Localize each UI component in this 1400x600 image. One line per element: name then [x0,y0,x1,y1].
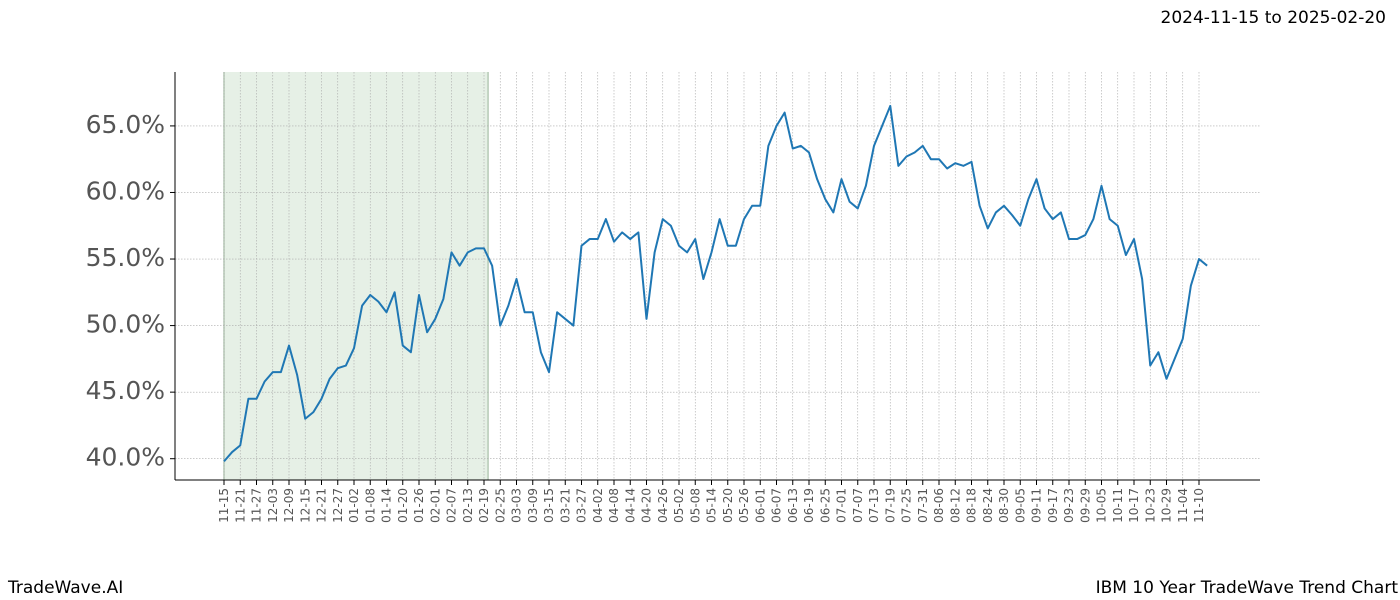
chart-title: 2024-11-15 to 2025-02-20 [1161,8,1386,28]
x-tick-label: 10-29 [1160,488,1174,523]
x-tick-label: 02-01 [428,488,442,523]
x-tick-label: 02-07 [445,488,459,523]
x-tick-label: 07-13 [867,488,881,523]
x-tick-label: 07-07 [851,488,865,523]
x-tick-label: 12-21 [315,488,329,523]
x-tick-label: 06-19 [802,488,816,523]
x-tick-label: 07-01 [835,488,849,523]
x-tick-label: 03-27 [575,488,589,523]
x-tick-label: 11-27 [250,488,264,523]
x-tick-label: 04-26 [656,488,670,523]
y-tick-label: 60.0% [86,176,165,205]
x-tick-label: 10-23 [1143,488,1157,523]
x-tick-label: 03-09 [526,488,540,523]
x-tick-label: 02-25 [493,488,507,523]
x-tick-label: 11-21 [233,488,247,523]
x-tick-label: 04-20 [640,488,654,523]
x-tick-label: 05-02 [672,488,686,523]
x-tick-label: 10-05 [1095,488,1109,523]
trend-line [223,104,1208,463]
x-tick-label: 09-17 [1046,488,1060,523]
x-tick-label: 04-02 [591,488,605,523]
x-tick-label: 06-25 [818,488,832,523]
x-tick-label: 10-17 [1127,488,1141,523]
x-tick-label: 12-03 [266,488,280,523]
y-tick-label: 45.0% [86,376,165,405]
x-tick-label: 04-14 [623,488,637,523]
x-tick-label: 08-06 [932,488,946,523]
x-tick-label: 06-07 [770,488,784,523]
x-tick-label: 03-03 [510,488,524,523]
x-tick-label: 09-23 [1062,488,1076,523]
x-tick-label: 04-08 [607,488,621,523]
x-tick-label: 01-08 [363,488,377,523]
x-tick-label: 08-12 [948,488,962,523]
x-tick-label: 03-15 [542,488,556,523]
x-tick-label: 10-11 [1111,488,1125,523]
x-tick-label: 07-31 [916,488,930,523]
x-tick-label: 08-30 [997,488,1011,523]
x-tick-label: 01-14 [380,488,394,523]
x-tick-label: 01-02 [347,488,361,523]
x-tick-label: 08-24 [981,488,995,523]
x-tick-label: 11-15 [217,488,231,523]
y-tick-label: 55.0% [86,243,165,272]
x-tick-label: 05-14 [705,488,719,523]
x-tick-label: 08-18 [965,488,979,523]
y-tick-label: 50.0% [86,310,165,339]
brand: TradeWave.AI [7,578,123,598]
x-tick-label: 05-26 [737,488,751,523]
x-tick-label: 01-20 [396,488,410,523]
x-tick-label: 02-19 [477,488,491,523]
chart-subtitle: IBM 10 Year TradeWave Trend Chart [1096,578,1399,598]
y-tick-label: 40.0% [86,443,165,472]
x-tick-label: 09-05 [1013,488,1027,523]
x-tick-label: 12-27 [331,488,345,523]
highlight-band [224,72,489,480]
x-tick-label: 09-29 [1078,488,1092,523]
x-tick-label: 11-04 [1176,488,1190,523]
x-tick-label: 07-25 [900,488,914,523]
x-tick-label: 12-09 [282,488,296,523]
x-tick-label: 07-19 [883,488,897,523]
x-tick-label: 12-15 [298,488,312,523]
x-tick-label: 05-20 [721,488,735,523]
x-tick-label: 05-08 [688,488,702,523]
x-tick-label: 01-26 [412,488,426,523]
x-tick-label: 03-21 [558,488,572,523]
x-tick-label: 06-13 [786,488,800,523]
x-tick-label: 09-11 [1030,488,1044,523]
x-tick-label: 02-13 [461,488,475,523]
x-tick-label: 06-01 [753,488,767,523]
x-tick-label: 11-10 [1192,488,1206,523]
y-tick-label: 65.0% [86,110,165,139]
